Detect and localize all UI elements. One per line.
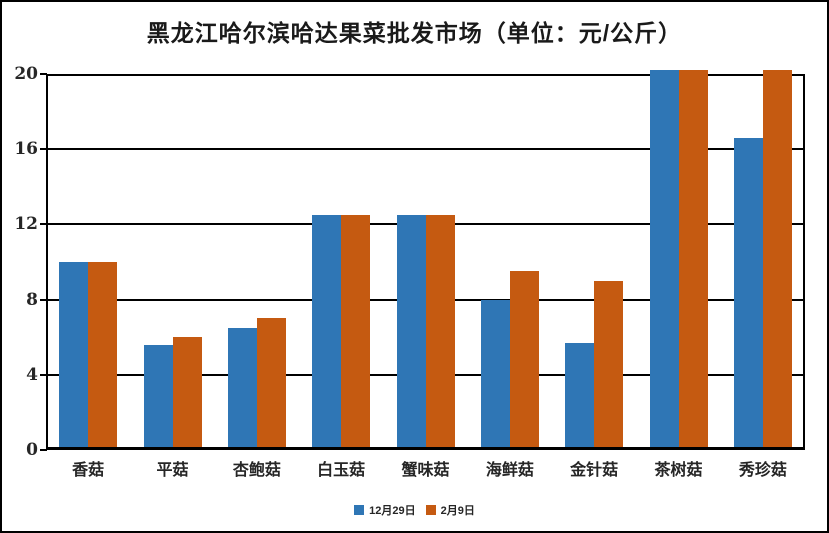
y-tick-mark-0 bbox=[40, 449, 47, 451]
y-tick-mark-16 bbox=[40, 148, 47, 151]
gridline-y16 bbox=[46, 148, 805, 151]
x-category-label-秀珍菇: 秀珍菇 bbox=[738, 462, 787, 479]
bar-12月29日-蟹味菇 bbox=[396, 215, 426, 450]
y-tick-label-20: 20 bbox=[14, 64, 38, 84]
bar-12月29日-秀珍菇 bbox=[733, 137, 763, 450]
x-category-label-白玉菇: 白玉菇 bbox=[317, 462, 366, 479]
x-category-label-香菇: 香菇 bbox=[72, 462, 105, 479]
bar-12月29日-金针菇 bbox=[565, 342, 595, 450]
x-category-label-平菇: 平菇 bbox=[156, 462, 189, 479]
bar-12月29日-香菇 bbox=[59, 262, 89, 450]
y-tick-label-12: 12 bbox=[14, 214, 38, 235]
x-axis-line bbox=[46, 447, 805, 450]
plot-right-border bbox=[803, 74, 805, 450]
x-category-label-杏鲍菇: 杏鲍菇 bbox=[232, 462, 281, 479]
bar-2月9日-杏鲍菇 bbox=[256, 318, 286, 450]
y-tick-label-16: 16 bbox=[14, 139, 38, 160]
y-tick-label-4: 4 bbox=[26, 364, 38, 385]
bar-12月29日-杏鲍菇 bbox=[227, 327, 257, 450]
bar-12月29日-白玉菇 bbox=[312, 215, 342, 450]
legend-item-12月29日: 12月29日 bbox=[354, 502, 416, 518]
bar-12月29日-海鲜菇 bbox=[480, 299, 510, 450]
plot-area bbox=[46, 70, 805, 450]
bar-12月29日-茶树菇 bbox=[649, 70, 679, 450]
y-tick-mark-8 bbox=[40, 298, 47, 301]
bar-2月9日-金针菇 bbox=[594, 280, 624, 450]
legend-label: 2月9日 bbox=[440, 505, 475, 517]
legend: 12月29日 2月9日 bbox=[2, 502, 827, 518]
x-category-label-茶树菇: 茶树菇 bbox=[654, 462, 703, 479]
y-tick-mark-12 bbox=[40, 223, 47, 226]
chart-title: 黑龙江哈尔滨哈达果菜批发市场（单位：元/公斤） bbox=[146, 20, 683, 46]
gridline-y20 bbox=[46, 74, 805, 76]
x-category-label-海鲜菇: 海鲜菇 bbox=[485, 462, 534, 479]
bar-2月9日-蟹味菇 bbox=[425, 215, 455, 450]
legend-swatch-icon bbox=[425, 505, 436, 515]
bar-2月9日-平菇 bbox=[172, 337, 202, 450]
legend-swatch-icon bbox=[354, 505, 365, 515]
bar-2月9日-海鲜菇 bbox=[509, 271, 539, 450]
y-tick-mark-4 bbox=[40, 373, 47, 376]
bar-12月29日-平菇 bbox=[143, 344, 173, 450]
legend-item-2月9日: 2月9日 bbox=[425, 502, 475, 518]
x-category-label-金针菇: 金针菇 bbox=[570, 462, 619, 479]
y-tick-label-0: 0 bbox=[26, 440, 38, 460]
bar-2月9日-白玉菇 bbox=[341, 215, 371, 450]
bar-2月9日-香菇 bbox=[88, 262, 118, 450]
y-tick-mark-20 bbox=[40, 73, 47, 75]
bar-2月9日-茶树菇 bbox=[678, 70, 708, 450]
y-tick-label-8: 8 bbox=[26, 289, 38, 310]
legend-label: 12月29日 bbox=[369, 505, 416, 517]
bar-2月9日-秀珍菇 bbox=[762, 70, 792, 450]
y-axis-line bbox=[46, 74, 48, 450]
x-category-label-蟹味菇: 蟹味菇 bbox=[401, 462, 450, 479]
